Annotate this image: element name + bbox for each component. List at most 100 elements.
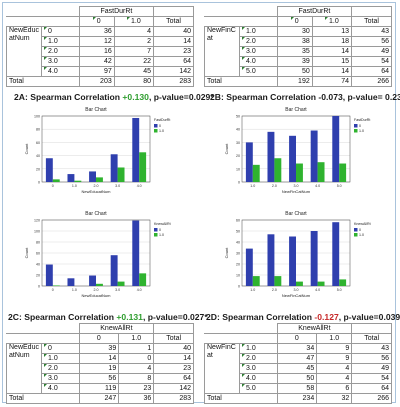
marker-icon	[44, 344, 47, 347]
crosstab-col-header: Total	[351, 333, 392, 344]
crosstab-row-label: 3.0	[41, 56, 80, 67]
crosstab-cell: 45	[113, 66, 155, 77]
y-tick-label: 20	[236, 154, 240, 158]
bar-series0	[67, 278, 75, 286]
crosstab-col-header: 1.0	[311, 16, 353, 27]
y-axis-label: Count	[224, 143, 229, 155]
crosstab-row-variable: NewEducatNum	[6, 343, 42, 394]
caption-2d: 2D: Spearman Correlation -0.127, p-value…	[206, 312, 400, 322]
x-tick-label: 0	[52, 288, 54, 292]
x-tick-label: 4.0	[315, 288, 320, 292]
crosstab-cell: 35	[276, 46, 313, 57]
y-tick-label: 60	[36, 141, 40, 145]
crosstab-col-header: 1.0	[316, 333, 353, 344]
crosstab-cell: 192	[276, 76, 313, 87]
bar-chart-2d: Bar Chart 0 10 20 30 40 50 60 1.0 2.0 3.0 4.0 5.0 New…	[222, 208, 384, 302]
bar-series1	[296, 163, 303, 182]
bar-series1	[117, 281, 125, 286]
crosstab-cell: 50	[276, 373, 318, 384]
crosstab-cell: 266	[351, 76, 392, 87]
x-tick-label: 0	[52, 184, 54, 188]
crosstab-cell: 7	[113, 46, 155, 57]
bar-series0	[289, 135, 296, 182]
crosstab-cell: 43	[351, 343, 392, 354]
crosstab-cell: 40	[153, 26, 194, 37]
y-tick-label: 50	[236, 115, 240, 119]
crosstab-cell: 36	[118, 393, 155, 404]
x-axis-label: NewEducatNum	[82, 293, 112, 298]
crosstab-col-variable: FastDurRt	[78, 6, 155, 17]
crosstab-cell: 119	[78, 383, 120, 394]
caption-2b: 2B: Spearman Correlation -0.073, p-value…	[210, 92, 400, 102]
chart-title: Bar Chart	[285, 211, 307, 217]
marker-icon	[242, 47, 245, 50]
crosstab-row-variable: NewFinCat	[204, 343, 240, 394]
crosstab-cell: 30	[276, 26, 313, 37]
bar-series0	[332, 116, 340, 182]
crosstab-row-label: 1.0	[41, 353, 80, 364]
crosstab-cell: 266	[351, 393, 392, 404]
bar-series1	[274, 158, 282, 182]
bar-series0	[245, 142, 253, 182]
crosstab-cell: 247	[78, 393, 120, 404]
bar-chart-2a: Bar Chart 0 20 40 60 80 100 0 1.0 2.0 3.0 4.0 NewEdu…	[22, 104, 184, 198]
crosstab-cell: 142	[153, 383, 194, 394]
crosstab-cell: 13	[311, 26, 353, 37]
y-axis-label: Count	[224, 247, 229, 259]
crosstab-cell: 39	[78, 343, 120, 354]
bar-series1	[339, 279, 347, 286]
marker-icon	[44, 354, 47, 357]
y-tick-label: 80	[36, 241, 40, 245]
bar-series0	[45, 264, 53, 286]
crosstab-row-label: 4.0	[239, 56, 278, 67]
y-tick-label: 20	[36, 167, 40, 171]
marker-icon	[44, 67, 47, 70]
crosstab-cell: 56	[351, 353, 392, 364]
marker-icon	[242, 37, 245, 40]
crosstab-cell: 15	[311, 56, 353, 67]
crosstab-row-label: 4.0	[41, 66, 80, 77]
y-tick-label: 120	[34, 219, 40, 223]
marker-icon	[44, 57, 47, 60]
crosstab-cell: 64	[351, 66, 392, 77]
legend-label: 1.0	[159, 233, 164, 237]
y-tick-label: 40	[236, 241, 240, 245]
legend-label: 0	[159, 228, 161, 232]
legend-title: KnewAllRt	[354, 222, 371, 226]
y-tick-label: 0	[38, 181, 40, 185]
bar-series0	[110, 154, 118, 182]
crosstab-row-label: 0	[41, 26, 80, 37]
crosstab-cell: 6	[316, 383, 353, 394]
x-tick-label: 3.0	[294, 288, 299, 292]
y-tick-label: 40	[236, 128, 240, 132]
y-tick-label: 60	[236, 219, 240, 223]
crosstab-cell: 42	[78, 56, 115, 67]
crosstab-row-label: 4.0	[239, 373, 278, 384]
legend-swatch	[154, 124, 158, 128]
crosstab-cell: 142	[153, 66, 194, 77]
marker-icon	[242, 57, 245, 60]
crosstab-row-label: 5.0	[239, 66, 278, 77]
figure-frame	[2, 2, 396, 403]
crosstab-2d: KnewAllRt 0 1.0 Total NewFinCat 1.0 34 9…	[204, 323, 392, 404]
crosstab-cell: 9	[316, 343, 353, 354]
bar-chart-2d-svg: Bar Chart 0 10 20 30 40 50 60 1.0 2.0 3.0 4.0 5.0 New…	[224, 211, 371, 298]
crosstab-row-label: 2.0	[41, 46, 80, 57]
crosstab-cell: 4	[316, 363, 353, 374]
crosstab-cell: 49	[351, 363, 392, 374]
bar-series0	[332, 222, 340, 286]
x-tick-label: 1.0	[250, 288, 255, 292]
crosstab-col-header: 1.0	[113, 16, 155, 27]
crosstab-total-label: Total	[6, 393, 80, 404]
x-tick-label: 1.0	[72, 184, 77, 188]
marker-icon	[325, 17, 329, 20]
bar-series0	[132, 117, 140, 182]
crosstab-cell: 45	[276, 363, 318, 374]
bar-chart-2c: Bar Chart 0 20 40 60 80 100 120 0 1.0 2.0 3.0 4.0 New…	[22, 208, 184, 302]
bar-series1	[252, 164, 260, 182]
crosstab-col-header: 0	[78, 16, 115, 27]
crosstab-cell: 16	[78, 46, 115, 57]
bar-series0	[245, 248, 253, 286]
x-tick-label: 3.0	[115, 288, 120, 292]
crosstab-row-label: 2.0	[41, 363, 80, 374]
